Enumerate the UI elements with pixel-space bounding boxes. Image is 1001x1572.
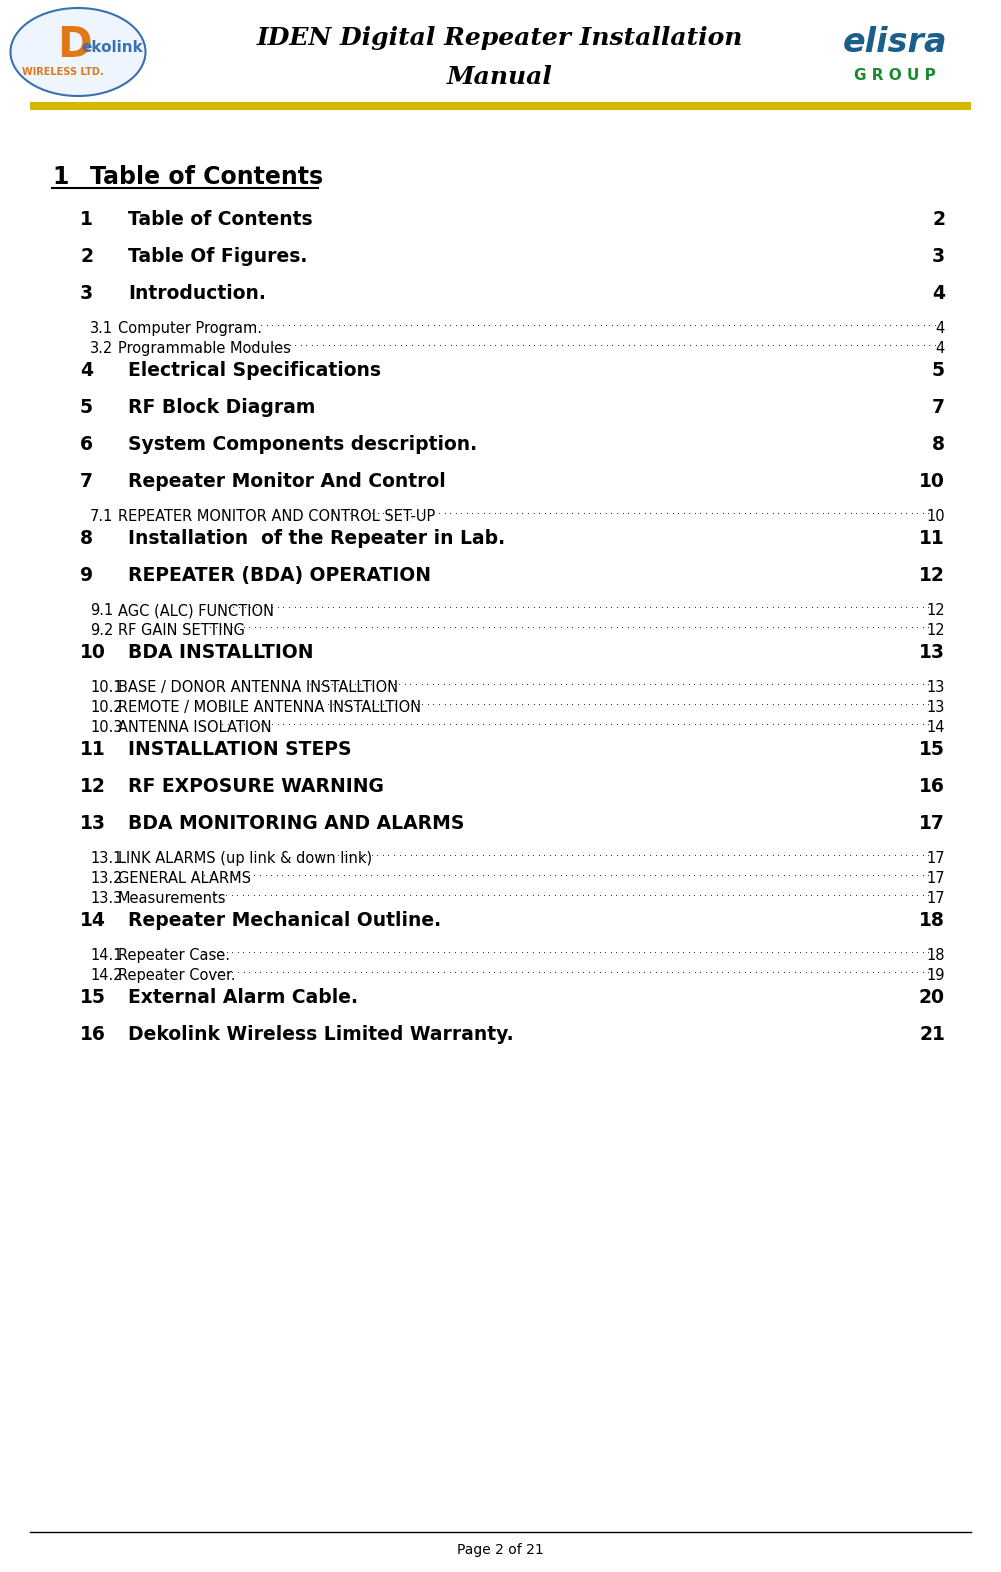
Text: Repeater Monitor And Control: Repeater Monitor And Control	[128, 472, 445, 490]
Text: RF EXPOSURE WARNING: RF EXPOSURE WARNING	[128, 777, 383, 795]
Text: 14.2: 14.2	[90, 968, 123, 982]
Text: GENERAL ALARMS: GENERAL ALARMS	[118, 871, 251, 887]
Text: WIRELESS LTD.: WIRELESS LTD.	[22, 68, 104, 77]
Text: 4: 4	[936, 341, 945, 355]
Text: 7: 7	[932, 398, 945, 417]
Text: 14.1: 14.1	[90, 948, 122, 964]
Text: 13.3: 13.3	[90, 891, 122, 905]
Text: 11: 11	[80, 740, 106, 759]
Text: 16: 16	[919, 777, 945, 795]
Text: 17: 17	[926, 871, 945, 887]
Text: 17: 17	[926, 891, 945, 905]
Text: 10.3: 10.3	[90, 720, 122, 736]
Text: Repeater Mechanical Outline.: Repeater Mechanical Outline.	[128, 912, 441, 931]
Text: Installation  of the Repeater in Lab.: Installation of the Repeater in Lab.	[128, 530, 506, 549]
Text: System Components description.: System Components description.	[128, 435, 477, 454]
Text: 4: 4	[936, 321, 945, 336]
Text: BDA INSTALLTION: BDA INSTALLTION	[128, 643, 313, 662]
Text: 8: 8	[932, 435, 945, 454]
Text: REPEATER MONITOR AND CONTROL SET-UP: REPEATER MONITOR AND CONTROL SET-UP	[118, 509, 435, 523]
Text: 17: 17	[926, 850, 945, 866]
Text: 11: 11	[919, 530, 945, 549]
Text: 15: 15	[80, 987, 106, 1008]
Text: Dekolink Wireless Limited Warranty.: Dekolink Wireless Limited Warranty.	[128, 1025, 514, 1044]
Text: IDEN Digital Repeater Installation: IDEN Digital Repeater Installation	[257, 27, 743, 50]
Text: 16: 16	[80, 1025, 106, 1044]
Text: Measurements: Measurements	[118, 891, 226, 905]
Text: 3: 3	[932, 247, 945, 266]
Text: 12: 12	[926, 604, 945, 618]
Text: BASE / DONOR ANTENNA INSTALLTION: BASE / DONOR ANTENNA INSTALLTION	[118, 681, 398, 695]
Text: 3.2: 3.2	[90, 341, 113, 355]
Text: 7.1: 7.1	[90, 509, 113, 523]
Text: REMOTE / MOBILE ANTENNA INSTALLTION: REMOTE / MOBILE ANTENNA INSTALLTION	[118, 700, 421, 715]
Text: 5: 5	[80, 398, 93, 417]
Bar	[30, 102, 971, 110]
Text: REPEATER (BDA) OPERATION: REPEATER (BDA) OPERATION	[128, 566, 431, 585]
Text: Electrical Specifications: Electrical Specifications	[128, 362, 381, 380]
Text: 13: 13	[80, 814, 106, 833]
Ellipse shape	[10, 8, 145, 96]
Text: 3.1: 3.1	[90, 321, 113, 336]
Text: 8: 8	[80, 530, 93, 549]
Text: 3: 3	[80, 285, 93, 303]
Text: 9: 9	[80, 566, 93, 585]
Text: 13: 13	[927, 700, 945, 715]
Text: elisra: elisra	[843, 25, 947, 58]
Text: 18: 18	[919, 912, 945, 931]
Text: 6: 6	[80, 435, 93, 454]
Text: 21: 21	[919, 1025, 945, 1044]
Text: ekolink: ekolink	[81, 39, 143, 55]
Text: Table Of Figures.: Table Of Figures.	[128, 247, 307, 266]
Text: 4: 4	[80, 362, 93, 380]
Text: 12: 12	[926, 623, 945, 638]
Text: 5: 5	[932, 362, 945, 380]
Text: 9.1: 9.1	[90, 604, 113, 618]
Text: 13.1: 13.1	[90, 850, 122, 866]
Text: 2: 2	[932, 211, 945, 230]
Text: 17: 17	[919, 814, 945, 833]
Text: 18: 18	[927, 948, 945, 964]
Text: Repeater Case.: Repeater Case.	[118, 948, 234, 964]
Text: 14: 14	[927, 720, 945, 736]
Text: Page 2 of 21: Page 2 of 21	[456, 1544, 544, 1556]
Text: 15: 15	[919, 740, 945, 759]
Text: D: D	[57, 24, 92, 66]
Text: RF GAIN SETTING: RF GAIN SETTING	[118, 623, 249, 638]
Text: BDA MONITORING AND ALARMS: BDA MONITORING AND ALARMS	[128, 814, 464, 833]
Text: 10: 10	[919, 472, 945, 490]
Text: 4: 4	[932, 285, 945, 303]
Text: ANTENNA ISOLATION: ANTENNA ISOLATION	[118, 720, 276, 736]
Text: 14: 14	[80, 912, 106, 931]
Text: 10: 10	[926, 509, 945, 523]
Text: LINK ALARMS (up link & down link): LINK ALARMS (up link & down link)	[118, 850, 372, 866]
Text: Table of Contents: Table of Contents	[128, 211, 312, 230]
Text: 9.2: 9.2	[90, 623, 113, 638]
Text: Manual: Manual	[447, 64, 553, 90]
Text: 20: 20	[919, 987, 945, 1008]
Text: 12: 12	[80, 777, 106, 795]
Text: 10.2: 10.2	[90, 700, 123, 715]
Text: 2: 2	[80, 247, 93, 266]
Text: 1: 1	[80, 211, 93, 230]
Text: Programmable Modules: Programmable Modules	[118, 341, 295, 355]
Text: 19: 19	[927, 968, 945, 982]
Text: 13: 13	[919, 643, 945, 662]
Text: G R O U P: G R O U P	[854, 69, 936, 83]
Text: 7: 7	[80, 472, 93, 490]
Text: Repeater Cover.: Repeater Cover.	[118, 968, 240, 982]
Text: RF Block Diagram: RF Block Diagram	[128, 398, 315, 417]
Text: External Alarm Cable.: External Alarm Cable.	[128, 987, 358, 1008]
Text: AGC (ALC) FUNCTION: AGC (ALC) FUNCTION	[118, 604, 274, 618]
Text: 10.1: 10.1	[90, 681, 123, 695]
Text: Introduction.: Introduction.	[128, 285, 266, 303]
Text: Computer Program.: Computer Program.	[118, 321, 266, 336]
Text: 13: 13	[927, 681, 945, 695]
Text: Table of Contents: Table of Contents	[90, 165, 323, 189]
Text: 10: 10	[80, 643, 106, 662]
Text: 13.2: 13.2	[90, 871, 122, 887]
Text: 12: 12	[919, 566, 945, 585]
Text: 1: 1	[52, 165, 68, 189]
Text: INSTALLATION STEPS: INSTALLATION STEPS	[128, 740, 351, 759]
